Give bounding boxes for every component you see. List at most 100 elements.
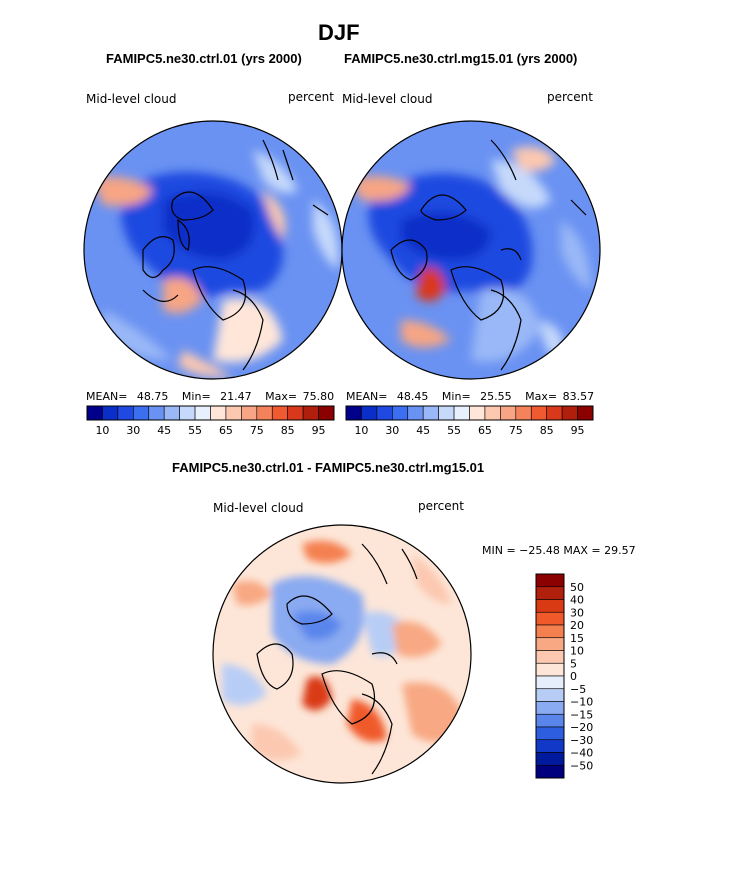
colorbar-level-label: 20 — [570, 619, 584, 632]
mean-value: 48.45 — [396, 390, 429, 403]
right-variable-label: Mid-level cloud — [342, 92, 433, 106]
colorbar-tick-label: 45 — [157, 424, 171, 437]
colorbar-tick-label: 75 — [509, 424, 523, 437]
colorbar-swatch — [148, 405, 165, 421]
colorbar-swatch — [225, 405, 242, 421]
colorbar-tick-label: 65 — [478, 424, 492, 437]
diff-region-positive-strong — [302, 676, 332, 711]
colorbar-tick-label: 30 — [385, 424, 399, 437]
mean-label: MEAN= — [86, 390, 128, 403]
colorbar-swatch — [535, 701, 565, 715]
colorbar-level-label: 40 — [570, 594, 584, 607]
colorbar-swatch — [535, 752, 565, 766]
cloud-region-lowest — [401, 212, 491, 260]
max-label: Max= — [265, 390, 298, 403]
min-value: 25.55 — [480, 390, 512, 403]
diff-region-positive-strong — [347, 699, 387, 742]
diff-region-positive — [302, 540, 352, 563]
max-label: Max= — [525, 390, 558, 403]
cloud-region-high — [263, 190, 286, 240]
colorbar-level-label: −30 — [570, 734, 593, 747]
colorbar-tick-label: 75 — [250, 424, 264, 437]
colorbar-swatch — [535, 624, 565, 639]
coastlines — [256, 543, 418, 775]
colorbar-swatch — [102, 405, 119, 421]
colorbar-swatch — [392, 405, 409, 421]
diff-region-positive — [252, 724, 302, 761]
colorbar-frame — [86, 405, 335, 421]
colorbar-frame — [345, 405, 594, 421]
colorbar-level-label: −50 — [570, 759, 593, 772]
colorbar-tick-label: 95 — [312, 424, 326, 437]
figure-title: DJF — [318, 20, 360, 45]
difference-polar-map — [212, 524, 472, 784]
difference-variable-label: Mid-level cloud — [213, 501, 304, 515]
min-label: Min= — [441, 390, 471, 403]
cloud-region-high — [163, 277, 203, 314]
cloud-region-high — [351, 176, 411, 201]
colorbar-swatch — [376, 405, 393, 421]
colorbar-level-label: −15 — [570, 708, 593, 721]
colorbar-swatch — [535, 688, 565, 702]
colorbar-tick-label: 55 — [447, 424, 461, 437]
colorbar-swatch — [535, 611, 565, 626]
mean-label: MEAN= — [346, 390, 388, 403]
difference-panel-title: FAMIPC5.ne30.ctrl.01 - FAMIPC5.ne30.ctrl… — [172, 460, 485, 475]
colorbar-swatch — [530, 405, 547, 421]
cloud-region-mid — [213, 298, 283, 363]
colorbar-swatch — [302, 405, 319, 421]
left-stats: MEAN= 48.75 Min= 21.47 Max= 75.80 — [86, 390, 334, 403]
map-outline — [341, 120, 601, 380]
colorbar-swatch — [561, 405, 578, 421]
cloud-region-lowest — [163, 192, 255, 260]
colorbar-swatch — [546, 405, 563, 421]
cloud-region-high — [178, 350, 233, 378]
colorbar-swatch — [577, 405, 594, 421]
max-value: 83.57 — [562, 390, 595, 403]
cloud-region-mid — [313, 200, 339, 270]
colorbar-swatch — [256, 405, 273, 421]
colorbar-swatch — [133, 405, 150, 421]
cloud-region-highest — [416, 267, 446, 302]
colorbar-swatch — [163, 405, 180, 421]
cloud-region-high — [93, 176, 153, 206]
colorbar-swatch — [535, 637, 565, 651]
colorbar-swatch — [535, 739, 565, 753]
colorbar-level-label: −10 — [570, 696, 593, 709]
diff-region-negative — [222, 664, 267, 706]
colorbar-swatch — [515, 405, 532, 421]
left-units-label: percent — [288, 90, 334, 104]
cloud-region-high — [401, 320, 451, 348]
cloud-region-mid — [471, 288, 541, 362]
colorbar-swatch — [345, 405, 362, 421]
colorbar-level-label: 5 — [570, 657, 577, 670]
right-units-label: percent — [547, 90, 593, 104]
right-colorbar: 10 30 45 55 65 75 85 95 — [345, 405, 594, 437]
colorbar-level-label: 0 — [570, 670, 577, 683]
colorbar-tick-label: 30 — [126, 424, 140, 437]
colorbar-swatch — [287, 405, 304, 421]
min-value: 21.47 — [220, 390, 252, 403]
colorbar-swatch — [535, 726, 565, 741]
mean-value: 48.75 — [136, 390, 169, 403]
colorbar-swatch — [318, 405, 335, 421]
left-polar-map — [83, 120, 343, 380]
difference-minmax: MIN = −25.48 MAX = 29.57 — [482, 544, 636, 557]
colorbar-swatch — [453, 405, 470, 421]
colorbar-swatch — [241, 405, 258, 421]
colorbar-level-label: 10 — [570, 645, 584, 658]
cloud-region-mid — [491, 160, 551, 208]
colorbar-level-label: −5 — [570, 683, 586, 696]
colorbar-swatch — [194, 405, 211, 421]
min-label: Min= — [181, 390, 211, 403]
colorbar-swatch — [535, 573, 565, 588]
diff-region-positive — [392, 621, 442, 658]
colorbar-level-label: 30 — [570, 606, 584, 619]
coastlines — [390, 139, 587, 371]
colorbar-frame — [535, 573, 565, 779]
left-variable-label: Mid-level cloud — [86, 92, 177, 106]
right-panel-title: FAMIPC5.ne30.ctrl.mg15.01 (yrs 2000) — [344, 51, 578, 66]
colorbar-level-label: 50 — [570, 581, 584, 594]
colorbar-swatch — [535, 662, 565, 677]
